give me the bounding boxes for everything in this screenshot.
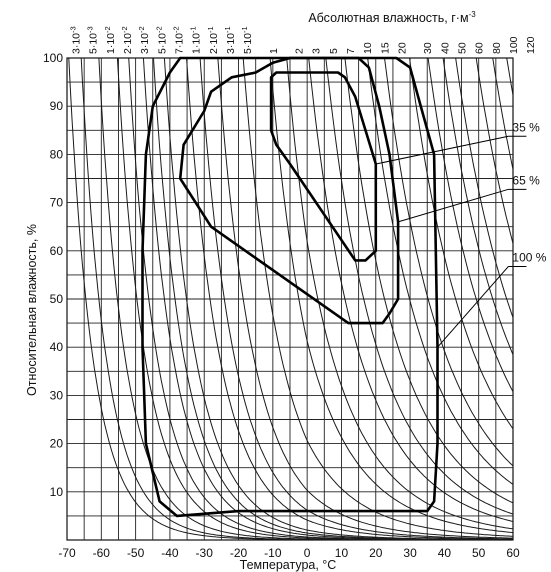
absolute-humidity-tick-label: 120 [525,36,537,54]
absolute-humidity-curve [133,58,513,540]
series-leader-line [375,135,509,165]
absolute-humidity-tick-label: 5·10-3 [86,26,100,54]
series-contour [269,71,378,262]
series-label: 100 % [512,250,546,264]
absolute-humidity-curve [176,58,513,540]
series-leader-line [397,188,509,223]
absolute-humidity-curve [231,58,513,538]
absolute-humidity-tick-label: 20 [397,42,409,54]
absolute-humidity-curve [365,58,513,481]
absolute-humidity-tick-label: 3 [311,48,323,54]
x-tick-label: -10 [264,546,282,560]
y-tick-label: 50 [50,292,64,306]
x-tick-label: 10 [335,546,349,560]
y-tick-label: 100 [43,51,63,65]
y-tick-label: 10 [50,485,64,499]
x-tick-label: 50 [472,546,486,560]
absolute-humidity-curves [67,58,513,540]
y-tick-label: 90 [50,99,64,113]
absolute-humidity-curve [154,58,513,540]
absolute-humidity-tick-label: 3·10-1 [223,26,237,54]
y-tick-label: 40 [50,340,64,354]
absolute-humidity-tick-label: 15 [379,42,391,54]
absolute-humidity-curve [467,58,513,242]
absolute-humidity-tick-label: 5·10-1 [240,26,254,54]
absolute-humidity-curve [67,58,513,540]
absolute-humidity-tick-label: 80 [491,42,503,54]
absolute-humidity-curve [433,58,513,361]
series-contour [178,56,400,325]
absolute-humidity-curve [421,58,513,391]
absolute-humidity-tick-label: 5·10-2 [154,26,168,54]
tick-labels: 3·10-35·10-31·10-22·10-23·10-25·10-2 7·10… [43,26,537,560]
absolute-humidity-tick-label: 2 [294,48,306,54]
absolute-humidity-tick-label: 3·10-3 [69,26,83,54]
absolute-humidity-tick-label: 7 [345,48,357,54]
absolute-humidity-tick-label: 5 [328,48,340,54]
absolute-humidity-tick-label: 2·10-2 [120,26,134,54]
absolute-humidity-curve [90,58,513,540]
x-tick-label: 40 [438,546,452,560]
absolute-humidity-curve [349,58,513,496]
absolute-humidity-tick-label: 1·10-1 [189,26,203,54]
x-axis-label: Температура, °C [240,558,337,572]
absolute-humidity-tick-label: 2·10-1 [206,26,220,54]
series-label: 35 % [512,120,540,134]
x-tick-label: 30 [403,546,417,560]
x-tick-label: -50 [127,546,145,560]
absolute-humidity-curve [188,58,513,540]
y-tick-label: 60 [50,244,64,258]
absolute-humidity-tick-label: 7·10-2 [172,26,186,54]
top-axis-label: Абсолютная влажность, г·м-3 [308,10,476,25]
absolute-humidity-curve [274,58,513,532]
absolute-humidity-curve [256,58,513,535]
x-tick-label: -20 [230,546,248,560]
absolute-humidity-tick-label: 40 [439,42,451,54]
absolute-humidity-tick-label: 10 [362,42,374,54]
absolute-humidity-curve [308,58,513,520]
x-tick-label: -40 [161,546,179,560]
y-tick-label: 80 [50,147,64,161]
absolute-humidity-tick-label: 50 [457,42,469,54]
legend-leaders: 100 % 65 % 35 % [375,120,547,348]
absolute-humidity-curve [406,58,513,421]
absolute-humidity-tick-label: 3·10-2 [137,26,151,54]
absolute-humidity-tick-label: 30 [422,42,434,54]
series-leader-line [437,266,509,348]
absolute-humidity-tick-label: 100 [508,36,520,54]
y-axis-label: Относительная влажность, % [25,224,39,396]
x-tick-label: 20 [369,546,383,560]
absolute-humidity-tick-label: 60 [474,42,486,54]
absolute-humidity-curve [119,58,513,540]
y-tick-label: 30 [50,388,64,402]
x-tick-label: -30 [196,546,214,560]
absolute-humidity-tick-label: 1·10-2 [103,26,117,54]
x-tick-label: -70 [58,546,76,560]
absolute-humidity-curve [452,58,513,301]
y-tick-label: 20 [50,437,64,451]
y-tick-label: 70 [50,196,64,210]
absolute-humidity-tick-label: 1 [268,48,280,54]
x-tick-label: 0 [304,546,311,560]
x-tick-label: -60 [93,546,111,560]
absolute-humidity-curve [294,58,513,526]
absolute-humidity-curve [389,58,513,451]
absolute-humidity-curve [109,58,513,540]
absolute-humidity-curve [327,58,513,511]
grid [66,57,514,541]
x-tick-label: 60 [506,546,520,560]
series-label: 65 % [512,173,540,187]
absolute-humidity-curve [481,58,513,182]
absolute-humidity-curve [207,58,513,539]
